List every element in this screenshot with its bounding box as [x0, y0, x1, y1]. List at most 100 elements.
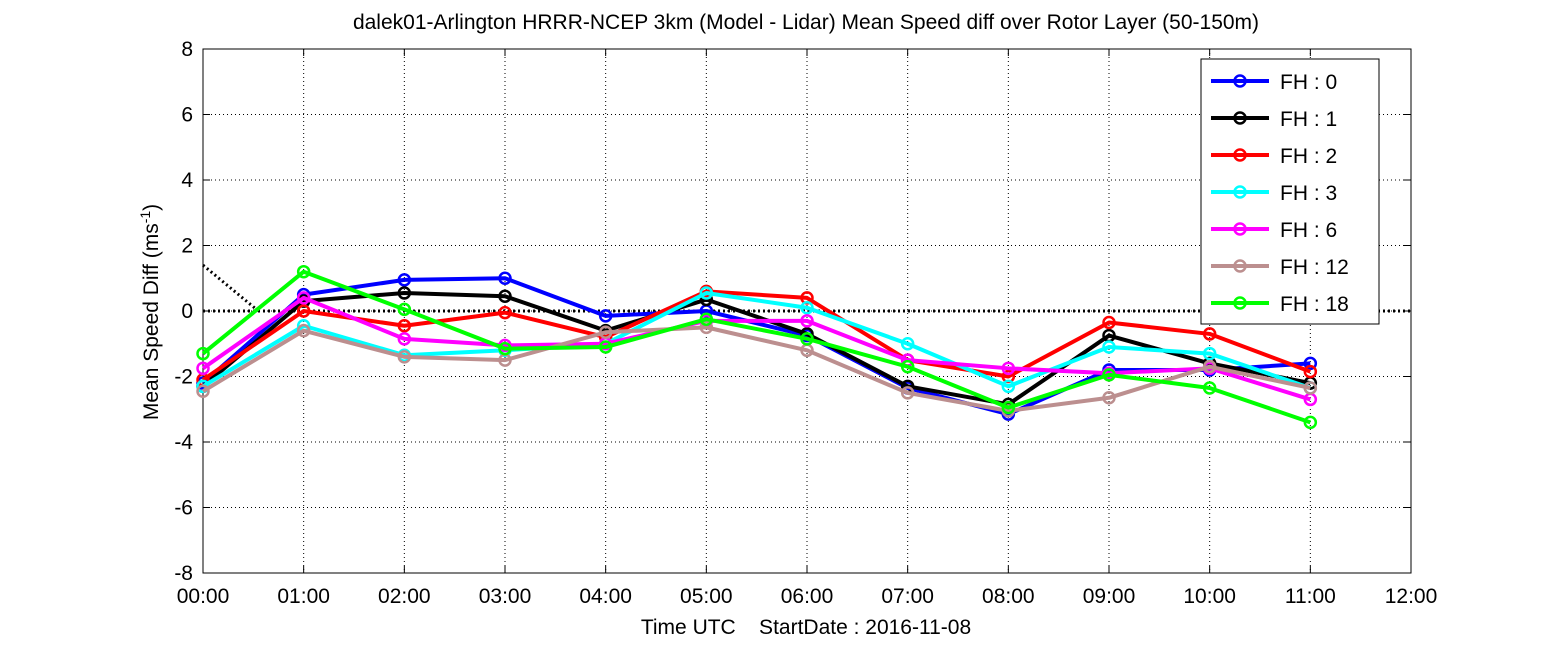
data-point — [1303, 381, 1318, 395]
data-point — [1102, 315, 1116, 330]
data-point — [1202, 381, 1217, 395]
legend-swatch-marker — [1233, 296, 1247, 310]
y-tick-label: 8 — [181, 38, 193, 61]
legend-swatch-marker — [1233, 185, 1247, 199]
legend-label: FH : 18 — [1280, 293, 1349, 316]
y-tick-label: -6 — [174, 497, 193, 520]
data-point — [1001, 379, 1016, 394]
data-point — [296, 304, 311, 318]
data-point — [1102, 368, 1116, 382]
data-point — [1102, 391, 1116, 405]
data-point — [498, 305, 512, 320]
series-line — [201, 295, 1311, 402]
data-point — [296, 291, 311, 305]
data-point — [1303, 415, 1318, 430]
data-point — [900, 337, 915, 351]
y-tick-label: 6 — [181, 104, 193, 127]
data-point — [1303, 364, 1318, 379]
data-point — [397, 273, 412, 287]
series — [196, 284, 1318, 387]
x-tick-label: 12:00 — [1385, 585, 1438, 608]
data-point — [397, 318, 412, 333]
y-tick-label: 4 — [181, 169, 193, 192]
data-point — [397, 286, 412, 300]
chart-title: dalek01-Arlington HRRR-NCEP 3km (Model -… — [353, 11, 1259, 34]
y-tick-label: 2 — [181, 235, 193, 258]
y-axis-label-main: Mean Speed Diff (ms — [140, 223, 163, 420]
legend-swatch-marker — [1233, 111, 1247, 125]
x-tick-label: 09:00 — [1083, 585, 1136, 608]
series-line — [201, 269, 1311, 425]
y-axis-label-tail: ) — [140, 204, 163, 211]
data-point — [498, 271, 512, 285]
y-tick-label: -2 — [174, 366, 193, 389]
data-point — [296, 264, 311, 279]
y-axis-label-sup: -1 — [137, 211, 153, 224]
legend-label: FH : 1 — [1280, 108, 1337, 131]
data-point — [498, 341, 512, 356]
x-axis-label: Time UTC StartDate : 2016-11-08 — [641, 616, 971, 639]
legend-swatch-marker — [1233, 259, 1247, 273]
legend-label: FH : 2 — [1280, 145, 1337, 168]
data-point — [598, 325, 613, 340]
x-tick-label: 08:00 — [982, 585, 1035, 608]
series-line — [201, 290, 1311, 390]
data-point — [800, 300, 814, 315]
series-line — [201, 289, 1312, 382]
data-point — [598, 309, 613, 323]
y-axis-label: Mean Speed Diff (ms-1) — [137, 204, 163, 420]
series-line — [201, 325, 1311, 413]
data-point — [1303, 356, 1318, 371]
data-point — [900, 386, 915, 400]
x-tick-label: 07:00 — [881, 585, 934, 608]
data-point — [900, 359, 915, 374]
x-tick-label: 02:00 — [378, 585, 431, 608]
x-tick-label: 03:00 — [479, 585, 532, 608]
data-point — [1202, 327, 1217, 341]
reference-line — [202, 263, 260, 313]
x-tick-label: 01:00 — [277, 585, 330, 608]
data-point — [196, 384, 210, 398]
legend-label: FH : 12 — [1280, 256, 1349, 279]
data-point — [196, 361, 210, 376]
data-point — [699, 286, 714, 300]
legend-swatch-marker — [1233, 74, 1247, 88]
x-tick-label: 10:00 — [1183, 585, 1236, 608]
legend-label: FH : 3 — [1280, 182, 1337, 205]
data-point — [598, 340, 613, 354]
data-point — [296, 323, 311, 338]
series-line — [201, 276, 1311, 417]
data-point — [1202, 346, 1217, 361]
legend-swatch-marker — [1233, 222, 1247, 236]
data-point — [699, 312, 714, 326]
data-point — [498, 289, 512, 304]
y-tick-label: -4 — [174, 431, 193, 454]
x-tick-label: 11:00 — [1285, 585, 1336, 608]
y-tick-label: -8 — [174, 562, 193, 585]
data-point — [1102, 340, 1116, 354]
legend-swatch-marker — [1233, 148, 1247, 162]
data-point — [196, 346, 210, 361]
data-point — [397, 302, 412, 317]
legend-label: FH : 0 — [1280, 71, 1337, 94]
axis-ticks: 00:00 01:00 02:00 03:00 04:00 05:00 06:00 07:00… — [174, 38, 1437, 608]
series — [196, 320, 1318, 418]
x-tick-label: 04:00 — [579, 585, 632, 608]
x-tick-label: 05:00 — [680, 585, 733, 608]
y-tick-label: 0 — [181, 300, 193, 323]
x-tick-label: 00:00 — [177, 585, 230, 608]
legend-label: FH : 6 — [1280, 219, 1337, 242]
x-tick-label: 06:00 — [781, 585, 834, 608]
data-point — [800, 314, 814, 328]
data-point — [699, 320, 714, 335]
series-group — [196, 264, 1318, 430]
data-point — [397, 332, 412, 346]
data-point — [800, 332, 814, 346]
series — [196, 264, 1318, 430]
data-point — [1001, 361, 1016, 376]
legend: FH : 0 FH : 1 FH : 2 FH : 3 FH : 6 FH : 12 FH … — [1200, 58, 1380, 325]
data-point — [397, 350, 412, 364]
data-point — [1001, 400, 1016, 415]
series-line — [201, 290, 1311, 407]
